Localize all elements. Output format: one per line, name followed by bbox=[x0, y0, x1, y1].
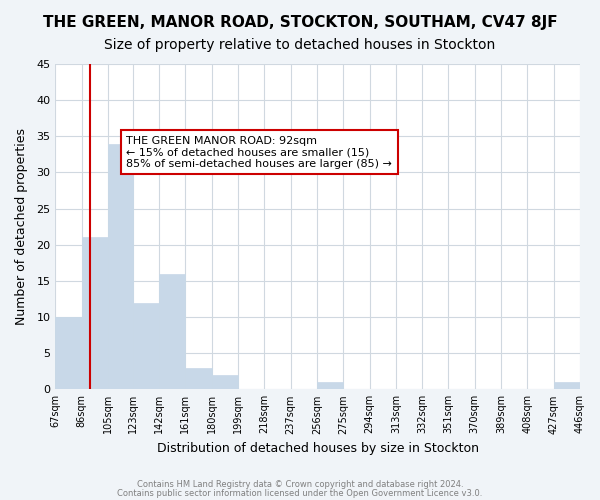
Text: THE GREEN MANOR ROAD: 92sqm
← 15% of detached houses are smaller (15)
85% of sem: THE GREEN MANOR ROAD: 92sqm ← 15% of det… bbox=[126, 136, 392, 169]
Bar bbox=[185, 368, 212, 390]
Bar bbox=[108, 144, 133, 390]
Bar bbox=[159, 274, 185, 390]
Text: Size of property relative to detached houses in Stockton: Size of property relative to detached ho… bbox=[104, 38, 496, 52]
Text: Contains public sector information licensed under the Open Government Licence v3: Contains public sector information licen… bbox=[118, 488, 482, 498]
Bar bbox=[317, 382, 343, 390]
Bar bbox=[82, 238, 108, 390]
Text: Contains HM Land Registry data © Crown copyright and database right 2024.: Contains HM Land Registry data © Crown c… bbox=[137, 480, 463, 489]
Bar bbox=[133, 302, 159, 390]
X-axis label: Distribution of detached houses by size in Stockton: Distribution of detached houses by size … bbox=[157, 442, 479, 455]
Y-axis label: Number of detached properties: Number of detached properties bbox=[15, 128, 28, 325]
Text: THE GREEN, MANOR ROAD, STOCKTON, SOUTHAM, CV47 8JF: THE GREEN, MANOR ROAD, STOCKTON, SOUTHAM… bbox=[43, 15, 557, 30]
Bar bbox=[212, 375, 238, 390]
Bar bbox=[554, 382, 580, 390]
Bar bbox=[55, 317, 82, 390]
